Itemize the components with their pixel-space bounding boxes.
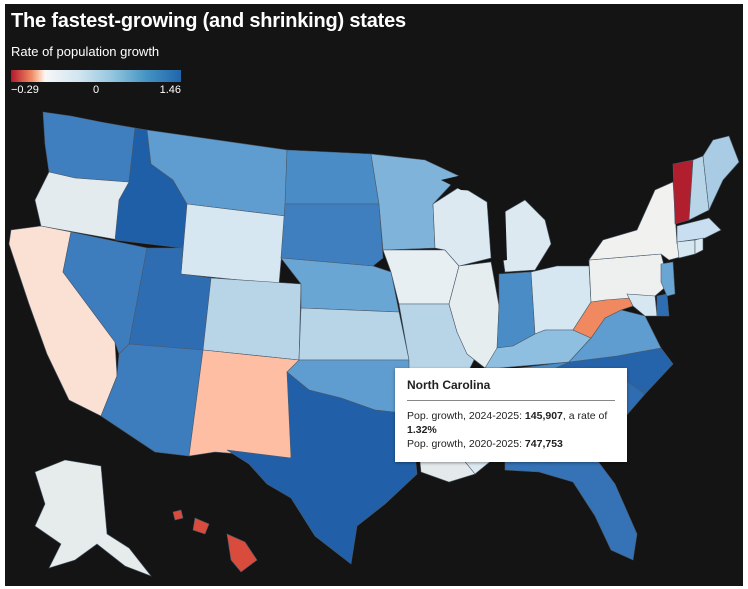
state-hawaii-oahu[interactable] [172,509,184,521]
legend-zero-label: 0 [93,84,100,96]
state-washington[interactable] [42,111,136,183]
state-wyoming[interactable] [180,203,286,285]
legend-min-label: −0.29 [11,84,39,96]
state-kansas[interactable] [298,307,410,361]
state-massachusetts[interactable] [676,217,722,243]
state-tooltip: North Carolina Pop. growth, 2024-2025: 1… [395,368,627,462]
tooltip-annual-value: 145,907 [524,410,563,422]
state-hawaii-maui[interactable] [192,517,210,535]
state-indiana[interactable] [496,271,536,349]
color-legend: −0.29 0 1.46 [11,70,181,98]
tooltip-line-annual: Pop. growth, 2024-2025: 145,907, a rate … [407,409,615,437]
tooltip-state-name: North Carolina [407,378,491,392]
state-maryland[interactable] [626,293,658,317]
tooltip-5yr-prefix: Pop. growth, 2020-2025: [407,438,525,450]
map-frame: The fastest-growing (and shrinking) stat… [5,4,743,586]
page-subtitle: Rate of population growth [11,44,160,59]
legend-max-label: 1.46 [159,84,181,96]
state-alaska[interactable] [34,459,152,577]
tooltip-annual-prefix: Pop. growth, 2024-2025: [407,410,525,422]
tooltip-annual-rate: 1.32% [407,424,437,436]
state-new-mexico[interactable] [188,349,300,459]
tooltip-annual-mid: , a rate of [562,410,608,422]
state-maine[interactable] [702,135,740,212]
state-kentucky[interactable] [484,329,592,369]
page-title: The fastest-growing (and shrinking) stat… [11,10,406,32]
tooltip-5yr-value: 747,753 [524,438,563,450]
state-florida[interactable] [504,455,638,561]
state-new-jersey[interactable] [660,261,676,297]
lake-superior [441,172,515,192]
state-south-dakota[interactable] [280,203,384,267]
lake-michigan [491,200,507,262]
state-colorado[interactable] [202,277,302,361]
state-connecticut[interactable] [676,239,696,259]
state-delaware[interactable] [656,293,670,317]
state-north-dakota[interactable] [284,149,380,205]
legend-ticks: −0.29 0 1.46 [11,84,181,98]
state-hawaii-big-island[interactable] [226,533,258,573]
tooltip-divider [407,400,615,401]
state-rhode-island[interactable] [694,237,704,255]
legend-gradient-bar [11,70,181,82]
state-texas[interactable] [226,371,418,565]
state-michigan[interactable] [500,199,552,273]
tooltip-line-5yr: Pop. growth, 2020-2025: 747,753 [407,437,615,451]
